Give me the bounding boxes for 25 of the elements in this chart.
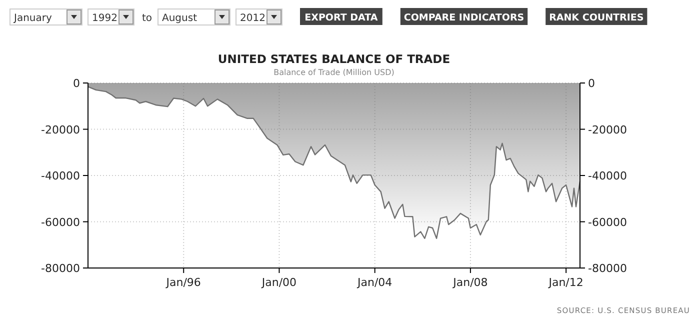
x-tick-label: Jan/12 bbox=[548, 276, 584, 289]
y-tick-label: -40000 bbox=[41, 170, 80, 182]
y-tick-label: -20000 bbox=[41, 123, 80, 136]
x-tick-label: Jan/04 bbox=[356, 276, 392, 289]
text: 1992 bbox=[92, 13, 118, 24]
y-tick-label: -60000 bbox=[41, 216, 80, 229]
y2-tick-label: -60000 bbox=[588, 216, 627, 229]
x-tick-label: Jan/96 bbox=[165, 276, 201, 289]
chart-title: UNITED STATES BALANCE OF TRADE bbox=[218, 52, 450, 66]
y2-tick-label: -80000 bbox=[588, 262, 627, 275]
chart-subtitle: Balance of Trade (Million USD) bbox=[274, 68, 394, 77]
y-tick-label: -80000 bbox=[41, 262, 80, 275]
text: 2012 bbox=[240, 13, 266, 24]
y-tick-label: 0 bbox=[73, 77, 80, 90]
text: August bbox=[162, 13, 198, 24]
text: EXPORT DATA bbox=[304, 12, 378, 24]
text: RANK COUNTRIES bbox=[549, 12, 644, 24]
text: COMPARE INDICATORS bbox=[404, 12, 524, 24]
x-tick-label: Jan/08 bbox=[452, 276, 488, 289]
text: to bbox=[142, 13, 152, 24]
x-tick-label: Jan/00 bbox=[260, 276, 297, 289]
y2-tick-label: 0 bbox=[588, 77, 595, 90]
y2-tick-label: -40000 bbox=[588, 170, 627, 182]
y2-tick-label: -20000 bbox=[588, 123, 627, 136]
text: January bbox=[13, 13, 52, 24]
